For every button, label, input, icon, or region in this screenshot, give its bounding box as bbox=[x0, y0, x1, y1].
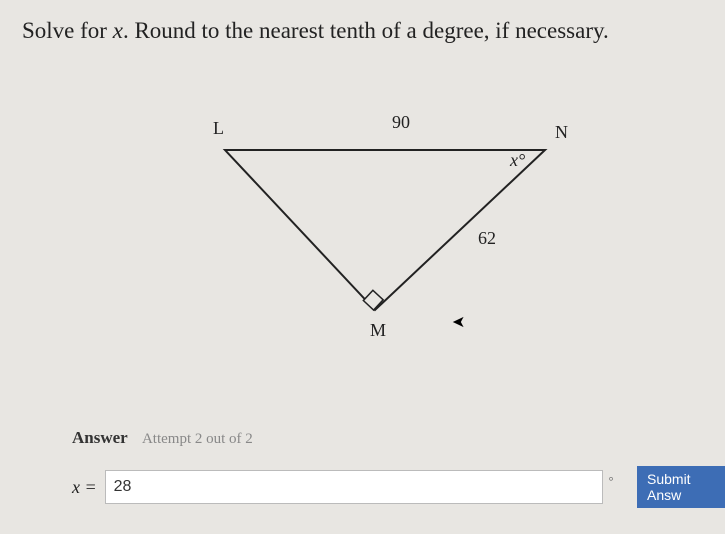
mouse-cursor-icon: ➤ bbox=[452, 312, 465, 332]
answer-label: Answer bbox=[72, 428, 128, 447]
side-label-mn: 62 bbox=[478, 228, 496, 249]
question-text: Solve for x. Round to the nearest tenth … bbox=[22, 18, 609, 44]
x-equals-label: x = bbox=[72, 477, 97, 498]
question-prefix: Solve for bbox=[22, 18, 113, 43]
submit-answer-button[interactable]: Submit Answ bbox=[637, 466, 725, 508]
answer-input-row: x = ° bbox=[72, 470, 613, 504]
question-variable: x bbox=[113, 18, 123, 43]
angle-label-x: x° bbox=[510, 150, 525, 171]
degree-symbol: ° bbox=[609, 474, 614, 489]
answer-header: Answer Attempt 2 out of 2 bbox=[72, 428, 253, 448]
vertex-label-n: N bbox=[555, 122, 568, 143]
question-suffix: . Round to the nearest tenth of a degree… bbox=[123, 18, 609, 43]
right-angle-marker bbox=[363, 290, 383, 310]
side-label-ln: 90 bbox=[392, 112, 410, 133]
vertex-label-l: L bbox=[213, 118, 224, 139]
answer-input[interactable] bbox=[105, 470, 603, 504]
vertex-label-m: M bbox=[370, 320, 386, 341]
triangle-shape bbox=[225, 150, 545, 310]
attempt-counter: Attempt 2 out of 2 bbox=[142, 431, 253, 447]
